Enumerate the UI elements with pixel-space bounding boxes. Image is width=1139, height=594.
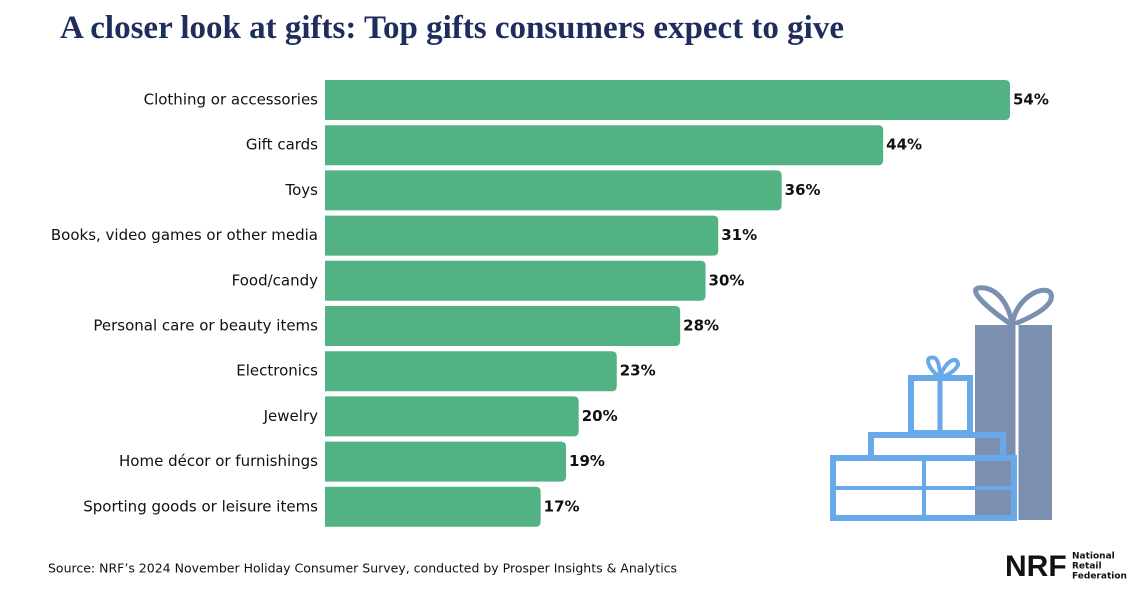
value-label: 20% — [582, 407, 618, 425]
category-label: Food/candy — [232, 271, 318, 289]
category-label: Personal care or beauty items — [93, 317, 318, 335]
value-label: 31% — [721, 226, 757, 244]
bar — [325, 170, 782, 211]
logo-mark: NRF — [1005, 550, 1067, 583]
logo-name: Retail — [1072, 562, 1102, 572]
bar — [325, 260, 706, 301]
bar — [325, 125, 884, 166]
bar — [325, 215, 719, 256]
bar — [325, 351, 617, 392]
logo-name: Federation — [1072, 572, 1127, 582]
category-label: Clothing or accessories — [144, 91, 319, 109]
category-label: Books, video games or other media — [51, 226, 318, 244]
category-label: Electronics — [236, 362, 318, 380]
category-label: Home décor or furnishings — [119, 452, 318, 470]
bar — [325, 486, 541, 527]
chart-title: A closer look at gifts: Top gifts consum… — [60, 10, 844, 46]
bar — [325, 396, 579, 437]
category-label: Jewelry — [263, 407, 318, 425]
value-label: 54% — [1013, 91, 1049, 109]
source-note: Source: NRF’s 2024 November Holiday Cons… — [48, 561, 677, 576]
category-label: Toys — [285, 181, 319, 199]
gift-decoration — [830, 285, 1054, 521]
value-label: 28% — [683, 317, 719, 335]
value-label: 19% — [569, 452, 605, 470]
value-label: 30% — [709, 271, 745, 289]
value-label: 23% — [620, 362, 656, 380]
value-label: 44% — [886, 136, 922, 154]
bar — [325, 441, 567, 482]
bar — [325, 306, 681, 346]
value-label: 17% — [544, 497, 580, 515]
value-label: 36% — [785, 181, 821, 199]
category-label: Sporting goods or leisure items — [83, 497, 318, 515]
category-label: Gift cards — [246, 136, 318, 154]
bar — [325, 80, 1010, 120]
logo-name: National — [1072, 552, 1115, 562]
